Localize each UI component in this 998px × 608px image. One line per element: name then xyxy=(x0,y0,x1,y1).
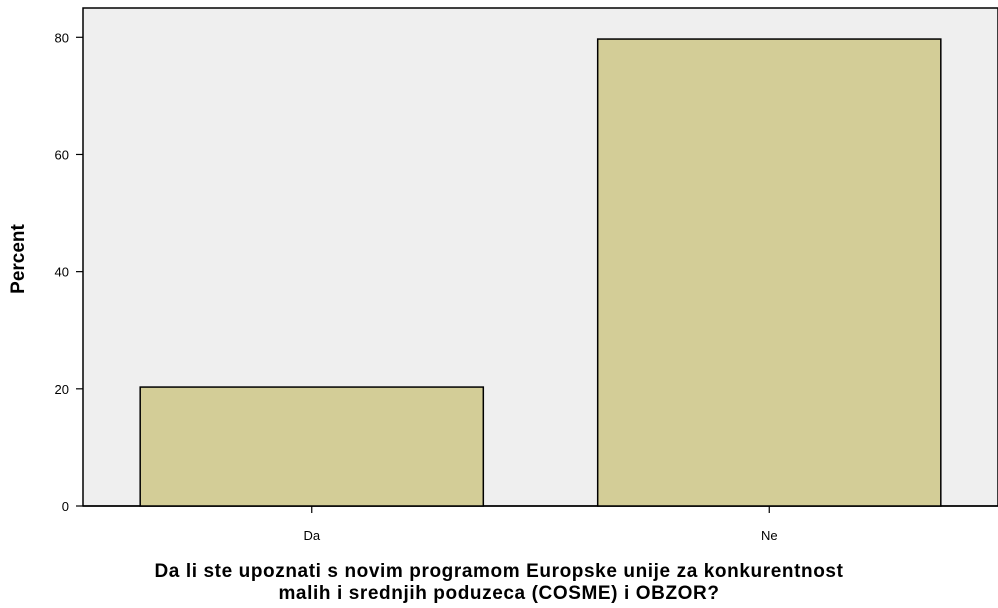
y-axis-label: Percent xyxy=(8,223,29,293)
y-tick-label: 0 xyxy=(62,499,69,514)
x-axis-label-line-2: malih i srednjih poduzeca (COSME) i OBZO… xyxy=(278,583,720,604)
x-axis-label-line-1: Da li ste upoznati s novim programom Eur… xyxy=(154,561,844,582)
y-tick-label: 80 xyxy=(55,30,69,45)
bar-da xyxy=(139,386,485,507)
y-tick-label: 60 xyxy=(55,147,69,162)
x-axis: Da Ne xyxy=(83,505,998,543)
y-tick-label: 40 xyxy=(55,265,69,280)
x-tick-label: Ne xyxy=(761,528,778,543)
y-tick-label: 20 xyxy=(55,382,69,397)
x-tick-label: Da xyxy=(303,528,320,543)
y-axis: 0 20 40 60 80 xyxy=(55,30,83,514)
bar-ne xyxy=(596,38,942,507)
bars xyxy=(139,38,942,507)
